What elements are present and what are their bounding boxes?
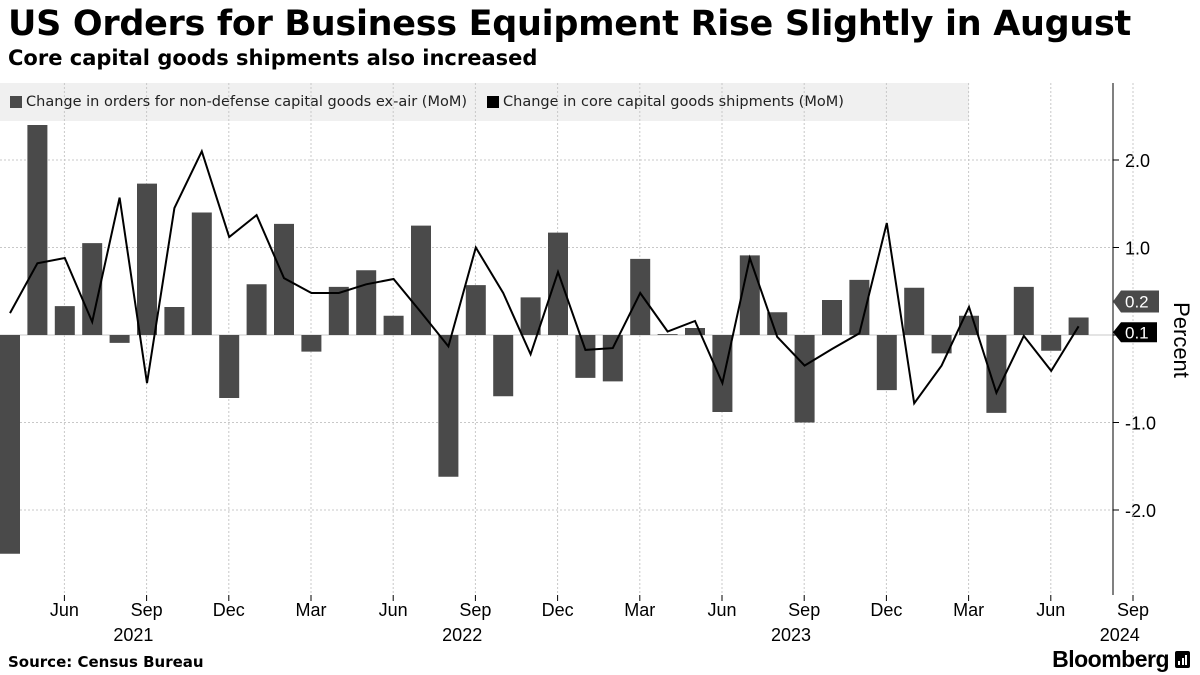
legend: Change in orders for non-defense capital… — [0, 83, 969, 121]
bar — [356, 270, 377, 335]
bar — [520, 297, 541, 335]
legend-label-shipments: Change in core capital goods shipments (… — [503, 94, 844, 110]
legend-item-orders: Change in orders for non-defense capital… — [10, 94, 467, 110]
bar — [191, 212, 212, 335]
source-note: Source: Census Bureau — [8, 653, 204, 671]
y-tick-label: 1.0 — [1125, 239, 1150, 259]
bar — [164, 307, 185, 335]
bar — [630, 258, 651, 335]
x-tick-label: Dec — [870, 600, 902, 620]
x-tick-label: Jun — [379, 600, 408, 620]
x-year-label: 2024 — [1100, 625, 1140, 645]
bar — [137, 183, 157, 335]
bar — [767, 312, 788, 335]
end-label-shipments: 0.1 — [1125, 323, 1149, 342]
x-tick-label: Dec — [213, 600, 245, 620]
bar — [465, 285, 486, 335]
bar — [328, 286, 349, 335]
bar — [986, 335, 1007, 413]
bloomberg-logo: Bloomberg — [1052, 646, 1190, 673]
x-year-label: 2021 — [113, 625, 153, 645]
chart-title: US Orders for Business Equipment Rise Sl… — [8, 4, 1131, 44]
bloomberg-wordmark: Bloomberg — [1052, 646, 1169, 672]
bar — [575, 335, 596, 378]
bar — [685, 328, 705, 335]
legend-item-shipments: Change in core capital goods shipments (… — [487, 94, 844, 110]
legend-swatch-orders — [10, 96, 22, 108]
y-axis-title: Percent — [1169, 302, 1194, 378]
x-tick-label: Sep — [788, 600, 820, 620]
bar — [876, 335, 897, 391]
x-tick-label: Mar — [296, 600, 327, 620]
x-tick-label: Sep — [459, 600, 491, 620]
bar — [794, 335, 815, 423]
end-label-tag-shipments — [1113, 322, 1157, 343]
bar — [0, 335, 20, 554]
bar — [904, 287, 925, 335]
x-tick-label: Mar — [953, 600, 984, 620]
bar — [739, 255, 760, 335]
x-tick-label: Jun — [50, 600, 79, 620]
end-label-tag-orders — [1113, 290, 1159, 313]
bar — [438, 335, 459, 477]
bar — [219, 335, 240, 398]
bar — [822, 300, 842, 335]
y-tick-label: -1.0 — [1125, 414, 1156, 434]
legend-swatch-shipments — [487, 96, 500, 108]
x-tick-label: Jun — [707, 600, 736, 620]
bar — [712, 335, 733, 412]
bar — [657, 334, 678, 335]
x-tick-label: Mar — [624, 600, 655, 620]
y-tick-label: -2.0 — [1125, 501, 1156, 521]
bar — [493, 335, 514, 397]
x-tick-label: Jun — [1036, 600, 1065, 620]
bar — [1013, 286, 1034, 335]
chart-subtitle: Core capital goods shipments also increa… — [8, 46, 538, 70]
bar — [849, 279, 870, 335]
bar — [383, 315, 404, 335]
bloomberg-bars-icon — [1175, 651, 1190, 668]
bar — [548, 232, 568, 335]
bar — [301, 335, 322, 352]
line-series-shipments — [9, 148, 1080, 406]
end-label-orders: 0.2 — [1125, 293, 1149, 312]
x-tick-label: Sep — [131, 600, 163, 620]
bar — [27, 125, 48, 335]
x-tick-label: Sep — [1117, 600, 1149, 620]
bar — [1041, 335, 1062, 351]
bar — [602, 335, 623, 382]
y-tick-label: 2.0 — [1125, 151, 1150, 171]
bar — [931, 335, 952, 354]
bar — [246, 284, 267, 335]
bar — [411, 225, 431, 335]
x-year-label: 2023 — [771, 625, 811, 645]
x-tick-label: Dec — [542, 600, 574, 620]
legend-label-orders: Change in orders for non-defense capital… — [26, 94, 468, 110]
bar — [54, 306, 75, 335]
bar — [274, 223, 294, 335]
bar — [1068, 317, 1089, 335]
x-year-label: 2022 — [442, 625, 482, 645]
bar — [109, 335, 130, 343]
